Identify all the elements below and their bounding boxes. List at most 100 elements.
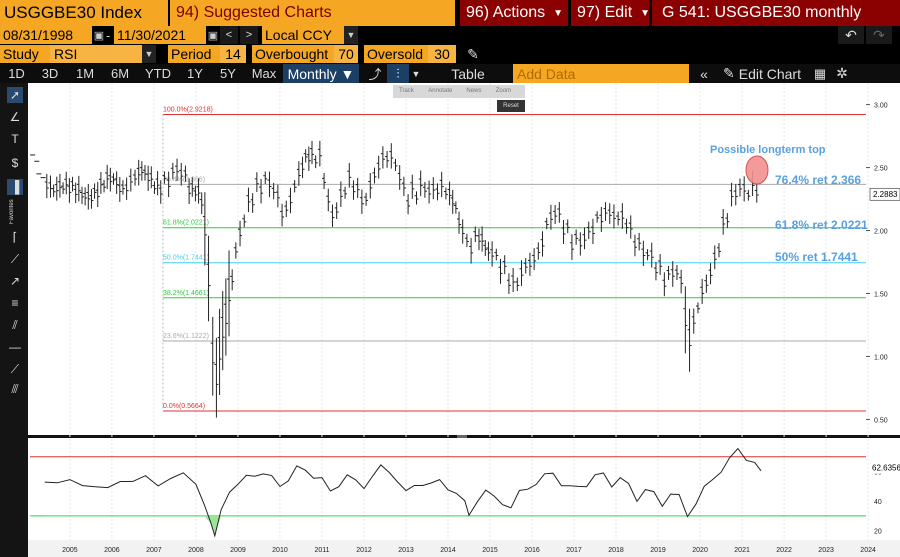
fib-level-label: 61.8%(2.0221) xyxy=(163,220,209,227)
frequency-select[interactable]: Monthly ▼ xyxy=(283,64,359,83)
annotation-text: 76.4% ret 2.366 xyxy=(775,173,861,187)
annotate-button[interactable]: Annotate xyxy=(428,88,453,94)
rsi-axis-label: 60 xyxy=(874,470,882,477)
horizontal-line-icon[interactable]: — xyxy=(9,340,21,354)
bracket-icon[interactable]: ⌈ xyxy=(12,230,18,244)
line-chart-icon[interactable]: ⤴ xyxy=(368,67,382,82)
study-select[interactable]: RSI xyxy=(50,45,142,63)
divider-handle xyxy=(457,435,467,438)
time-axis-label: 2021 xyxy=(734,547,750,554)
price-axis-label: 2.00 xyxy=(874,229,888,236)
prev-range-button[interactable]: < xyxy=(220,26,238,44)
rsi-series xyxy=(30,447,866,538)
arrow-icon[interactable]: ↗ xyxy=(9,274,21,288)
pencil-icon[interactable]: ✎ xyxy=(467,45,479,62)
chevron-down-icon[interactable]: ▼ xyxy=(142,45,156,63)
undo-icon[interactable]: ↶ xyxy=(838,26,864,44)
ticker-field[interactable]: USGGBE30 Index xyxy=(0,0,168,26)
rsi-axis-label: 20 xyxy=(874,529,882,536)
table-button[interactable]: Table xyxy=(451,65,485,82)
range-dash: - xyxy=(106,27,111,43)
end-date-field[interactable]: 11/30/2021 xyxy=(114,26,206,44)
edit-menu[interactable]: 97) Edit ▼ xyxy=(571,0,651,26)
next-range-button[interactable]: > xyxy=(240,26,258,44)
gear-icon[interactable]: ✲ xyxy=(836,65,848,81)
panel-divider xyxy=(28,435,900,438)
suggested-charts-menu[interactable]: 94) Suggested Charts xyxy=(170,0,455,26)
time-axis-label: 2020 xyxy=(692,547,708,554)
bar-chart-icon[interactable]: ⫶ xyxy=(387,64,409,83)
text-icon[interactable]: T xyxy=(11,132,19,146)
chart-grid-icon[interactable]: ▦ xyxy=(813,65,827,81)
news-button[interactable]: News xyxy=(466,88,482,94)
fib-level-label: 50.0%(1.7441) xyxy=(163,255,209,262)
price-axis: 3.00 2.50 2.00 1.50 1.00 0.50 2.2883 xyxy=(866,103,900,424)
reset-button[interactable]: Reset xyxy=(497,100,525,112)
period-1d-button[interactable]: 1D xyxy=(8,66,25,81)
pattern-icon[interactable]: ⫻ xyxy=(11,382,19,396)
last-price-label: 2.2883 xyxy=(873,190,898,199)
time-axis-label: 2024 xyxy=(860,547,876,554)
price-axis-label: 1.00 xyxy=(874,354,888,361)
collapse-icon[interactable]: « xyxy=(700,65,708,82)
edit-chart-label: Edit Chart xyxy=(738,65,801,82)
rsi-line xyxy=(44,447,762,538)
start-date-field[interactable]: 08/31/1998 xyxy=(0,26,92,44)
period-1y-button[interactable]: 1Y xyxy=(187,66,203,81)
last-price-badge xyxy=(869,187,900,201)
edit-chart-button[interactable]: ✎ Edit Chart xyxy=(715,64,809,83)
favorites-label: Favorites xyxy=(9,199,15,225)
period-input[interactable]: 14 xyxy=(220,45,246,63)
period-max-button[interactable]: Max xyxy=(251,66,277,81)
time-axis-label: 2006 xyxy=(104,547,120,554)
channel-icon[interactable]: ⫽ xyxy=(12,318,18,332)
add-data-input[interactable]: Add Data xyxy=(513,64,689,83)
time-axis xyxy=(28,540,900,557)
actions-label: 96) Actions xyxy=(466,4,546,21)
chevron-down-icon: ▼ xyxy=(640,7,651,19)
price-axis-label: 2.50 xyxy=(874,166,888,173)
period-1m-button[interactable]: 1M xyxy=(75,66,95,81)
trend-line-icon[interactable]: ⟋ xyxy=(10,252,20,266)
date-range-bar: 08/31/1998 ▣ - 11/30/2021 ▣ < > Local CC… xyxy=(0,26,900,44)
price-panel xyxy=(28,83,870,435)
bar-tool-icon[interactable]: ▐ xyxy=(7,179,23,195)
time-axis-label: 2018 xyxy=(608,547,624,554)
time-axis-label: 2011 xyxy=(314,547,329,554)
track-button[interactable]: Track xyxy=(399,88,414,94)
price-axis-panel xyxy=(870,83,900,435)
period-3d-button[interactable]: 3D xyxy=(41,66,59,81)
time-axis-label: 2009 xyxy=(230,547,246,554)
time-period-bar: 1D 3D 1M 6M YTD 1Y 5Y Max Monthly ▼ ⤴ ⫶ … xyxy=(0,64,900,83)
study-label: Study xyxy=(0,45,50,63)
fib-level-label: 0.0%(0.5664) xyxy=(163,403,205,410)
period-label: Period xyxy=(168,45,220,63)
ruler-icon[interactable]: ⟋ xyxy=(10,362,20,376)
calendar-icon[interactable]: ▣ xyxy=(93,29,105,42)
overbought-input[interactable]: 70 xyxy=(334,45,358,63)
time-axis-label: 2005 xyxy=(62,547,78,554)
cursor-icon[interactable]: ➚ xyxy=(7,87,23,103)
time-axis-label: 2019 xyxy=(650,547,666,554)
price-series xyxy=(30,140,759,418)
dollar-icon[interactable]: $ xyxy=(11,156,19,170)
study-bar: Study RSI ▼ Period 14 Overbought 70 Over… xyxy=(0,45,900,63)
calendar-icon[interactable]: ▣ xyxy=(207,29,219,42)
rsi-panel xyxy=(28,438,870,540)
rsi-axis: 60 40 20 62.6356 xyxy=(870,461,900,536)
oversold-input[interactable]: 30 xyxy=(428,45,456,63)
chevron-down-icon[interactable]: ▼ xyxy=(344,26,358,44)
fibonacci-icon[interactable]: ≡ xyxy=(11,296,19,310)
period-ytd-button[interactable]: YTD xyxy=(145,66,171,81)
redo-icon[interactable]: ↷ xyxy=(866,26,892,44)
period-6m-button[interactable]: 6M xyxy=(110,66,130,81)
pencil-icon: ✎ xyxy=(723,65,735,81)
annotations: Possible longterm top 76.4% ret 2.366 61.8… xyxy=(710,144,868,264)
actions-menu[interactable]: 96) Actions ▼ xyxy=(460,0,568,26)
zoom-button[interactable]: Zoom xyxy=(495,88,512,94)
currency-select[interactable]: Local CCY xyxy=(262,26,344,44)
pen-icon[interactable]: ∠ xyxy=(9,110,21,124)
chevron-down-icon[interactable]: ▼ xyxy=(411,68,421,79)
period-5y-button[interactable]: 5Y xyxy=(220,66,236,81)
